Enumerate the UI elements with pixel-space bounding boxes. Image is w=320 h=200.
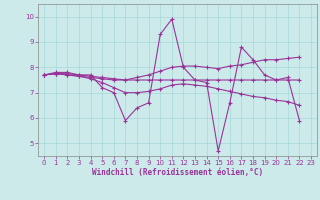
X-axis label: Windchill (Refroidissement éolien,°C): Windchill (Refroidissement éolien,°C) (92, 168, 263, 177)
